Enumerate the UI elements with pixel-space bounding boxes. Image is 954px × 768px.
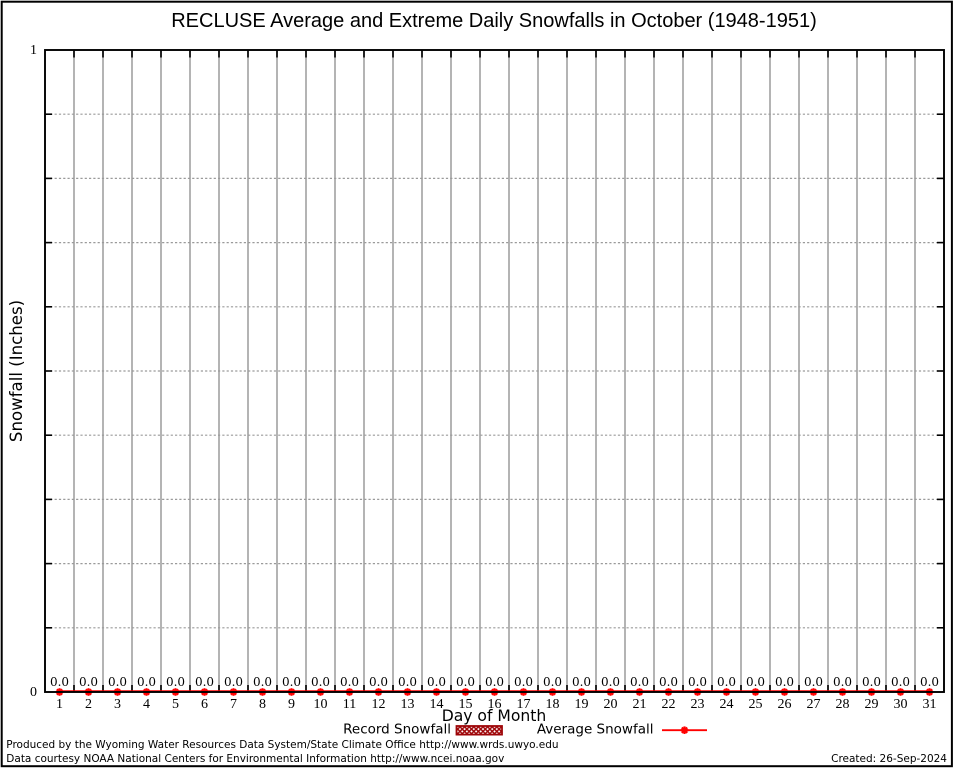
record-value-label: 0.0	[891, 675, 910, 689]
record-value-label: 0.0	[601, 675, 620, 689]
record-value-label: 0.0	[717, 675, 736, 689]
average-snowfall-point	[680, 726, 689, 734]
record-value-label: 0.0	[920, 675, 939, 689]
record-value-label: 0.0	[50, 675, 69, 689]
record-value-label: 0.0	[398, 675, 417, 689]
y-tick-label-min: 0	[30, 685, 37, 700]
x-tick-label: 9	[288, 697, 295, 712]
record-value-label: 0.0	[282, 675, 301, 689]
record-value-label: 0.0	[369, 675, 388, 689]
chart-title: RECLUSE Average and Extreme Daily Snowfa…	[171, 10, 817, 32]
record-value-label: 0.0	[630, 675, 649, 689]
x-tick-label: 16	[488, 697, 502, 712]
record-value-label: 0.0	[340, 675, 359, 689]
x-tick-label: 13	[401, 697, 415, 712]
x-tick-label: 21	[633, 697, 647, 712]
x-axis-label: Day of Month	[442, 707, 547, 725]
plot-area: 0.0 0.0 0.0 0.0 0.0 0.0 0.0 0.0 0.0 0.0 0.0 0.0 0.0 0…	[45, 50, 944, 712]
x-tick-label: 18	[546, 697, 560, 712]
record-value-label: 0.0	[108, 675, 127, 689]
record-value-label: 0.0	[253, 675, 272, 689]
record-value-label: 0.0	[485, 675, 504, 689]
x-tick-label: 30	[894, 697, 908, 712]
x-tick-label: 20	[604, 697, 618, 712]
x-tick-label: 12	[372, 697, 386, 712]
record-value-label: 0.0	[804, 675, 823, 689]
x-tick-label: 26	[778, 697, 792, 712]
record-value-label: 0.0	[543, 675, 562, 689]
y-tick-label-max: 1	[30, 43, 37, 58]
record-value-label: 0.0	[572, 675, 591, 689]
legend: Record Snowfall Average Snowfall	[343, 722, 707, 738]
x-tick-label: 28	[836, 697, 850, 712]
x-tick-label: 2	[85, 697, 92, 712]
x-tick-label: 5	[172, 697, 179, 712]
record-value-label: 0.0	[79, 675, 98, 689]
legend-swatch-record-snowfall	[455, 725, 503, 736]
footer-data-courtesy: Data courtesy NOAA National Centers for …	[6, 753, 504, 765]
x-tick-label: 15	[459, 697, 473, 712]
legend-swatch-average-snowfall	[662, 726, 707, 734]
record-value-label: 0.0	[862, 675, 881, 689]
x-tick-label: 11	[343, 697, 356, 712]
record-value-label: 0.0	[195, 675, 214, 689]
x-tick-label: 27	[807, 697, 821, 712]
x-tick-label: 1	[56, 697, 63, 712]
record-value-label: 0.0	[514, 675, 533, 689]
legend-label-record-snowfall: Record Snowfall	[343, 722, 451, 738]
x-tick-label: 8	[259, 697, 266, 712]
point-star-core	[681, 727, 688, 733]
x-tick-label: 6	[201, 697, 208, 712]
x-tick-label: 7	[230, 697, 237, 712]
x-tick-label: 19	[575, 697, 589, 712]
x-tick-label: 10	[314, 697, 328, 712]
record-value-label: 0.0	[775, 675, 794, 689]
record-value-label: 0.0	[224, 675, 243, 689]
footer-created-date: Created: 26-Sep-2024	[831, 753, 947, 765]
x-tick-label: 23	[691, 697, 705, 712]
x-tick-label: 24	[720, 697, 734, 712]
x-tick-label: 17	[517, 697, 531, 712]
record-value-label: 0.0	[137, 675, 156, 689]
record-value-label: 0.0	[456, 675, 475, 689]
record-value-label: 0.0	[311, 675, 330, 689]
plot-border	[44, 49, 945, 693]
record-value-label: 0.0	[833, 675, 852, 689]
record-value-label: 0.0	[746, 675, 765, 689]
record-value-label: 0.0	[659, 675, 678, 689]
record-value-label: 0.0	[166, 675, 185, 689]
y-axis-label: Snowfall (Inches)	[7, 300, 26, 442]
record-value-label: 0.0	[427, 675, 446, 689]
x-tick-label: 29	[865, 697, 879, 712]
legend-label-average-snowfall: Average Snowfall	[537, 722, 654, 738]
x-tick-label: 31	[923, 697, 937, 712]
x-tick-label: 14	[430, 697, 444, 712]
x-tick-label: 3	[114, 697, 121, 712]
x-tick-label: 22	[662, 697, 676, 712]
record-snowfall-swatch-box	[455, 725, 503, 736]
record-value-label: 0.0	[688, 675, 707, 689]
x-tick-label: 4	[143, 697, 150, 712]
x-tick-label: 25	[749, 697, 763, 712]
footer-produced-by: Produced by the Wyoming Water Resources …	[6, 739, 558, 751]
